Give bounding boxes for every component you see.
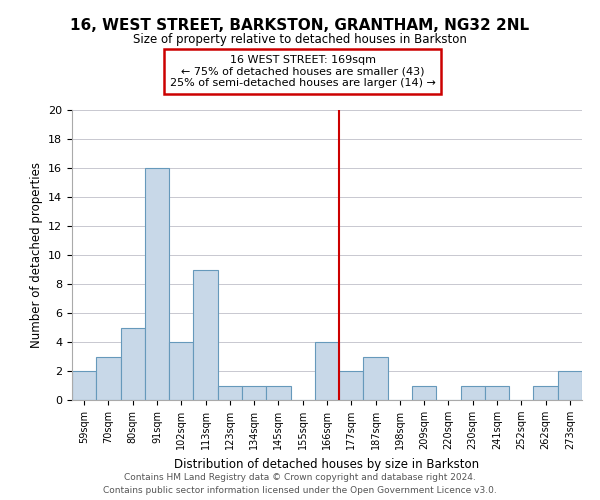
Bar [412,386,436,400]
Bar [193,270,218,400]
Bar [218,386,242,400]
Text: 16, WEST STREET, BARKSTON, GRANTHAM, NG32 2NL: 16, WEST STREET, BARKSTON, GRANTHAM, NG3… [70,18,530,32]
Bar [266,386,290,400]
Bar [364,356,388,400]
Text: 16 WEST STREET: 169sqm
← 75% of detached houses are smaller (43)
25% of semi-det: 16 WEST STREET: 169sqm ← 75% of detached… [170,55,436,88]
Bar [242,386,266,400]
Text: Contains public sector information licensed under the Open Government Licence v3: Contains public sector information licen… [103,486,497,495]
Bar [315,342,339,400]
Bar [558,371,582,400]
Text: Contains HM Land Registry data © Crown copyright and database right 2024.: Contains HM Land Registry data © Crown c… [124,474,476,482]
Bar [121,328,145,400]
Y-axis label: Number of detached properties: Number of detached properties [29,162,43,348]
Bar [169,342,193,400]
Bar [96,356,121,400]
Bar [461,386,485,400]
Bar [485,386,509,400]
Bar [533,386,558,400]
X-axis label: Distribution of detached houses by size in Barkston: Distribution of detached houses by size … [175,458,479,470]
Bar [339,371,364,400]
Text: Size of property relative to detached houses in Barkston: Size of property relative to detached ho… [133,32,467,46]
Bar [72,371,96,400]
Bar [145,168,169,400]
